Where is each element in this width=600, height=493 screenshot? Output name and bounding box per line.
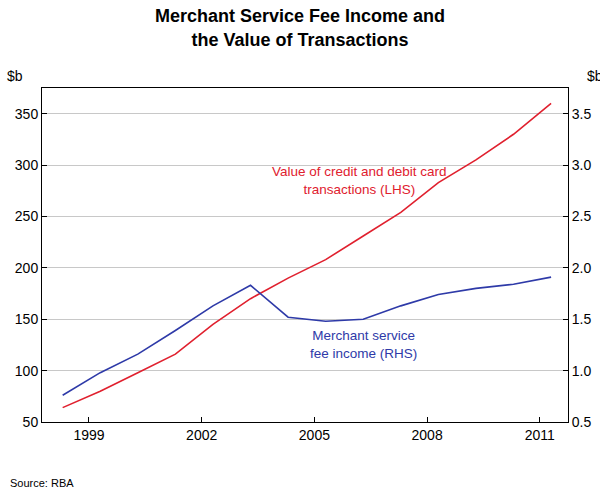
svg-text:3.5: 3.5 (572, 106, 592, 122)
svg-text:2.5: 2.5 (572, 208, 592, 224)
svg-text:50: 50 (23, 414, 39, 430)
svg-text:2008: 2008 (412, 427, 443, 443)
svg-text:300: 300 (15, 157, 39, 173)
svg-text:Value of credit and debit card: Value of credit and debit cardtransactio… (272, 164, 447, 197)
svg-text:0.5: 0.5 (572, 414, 592, 430)
svg-text:1999: 1999 (73, 427, 104, 443)
svg-text:150: 150 (15, 311, 39, 327)
svg-text:100: 100 (15, 363, 39, 379)
svg-text:350: 350 (15, 106, 39, 122)
svg-text:Merchant servicefee income (RH: Merchant servicefee income (RHS) (310, 328, 417, 361)
svg-text:$b: $b (7, 68, 23, 84)
svg-text:3.0: 3.0 (572, 157, 592, 173)
svg-text:$b: $b (587, 68, 600, 84)
svg-text:2002: 2002 (186, 427, 217, 443)
svg-text:2005: 2005 (299, 427, 330, 443)
svg-text:200: 200 (15, 260, 39, 276)
svg-text:2.0: 2.0 (572, 260, 592, 276)
svg-text:1.0: 1.0 (572, 363, 592, 379)
svg-text:Source: RBA: Source: RBA (10, 477, 74, 489)
svg-text:250: 250 (15, 208, 39, 224)
svg-text:Merchant Service Fee Income an: Merchant Service Fee Income andthe Value… (155, 6, 445, 49)
svg-text:1.5: 1.5 (572, 311, 592, 327)
svg-text:2011: 2011 (525, 427, 555, 443)
